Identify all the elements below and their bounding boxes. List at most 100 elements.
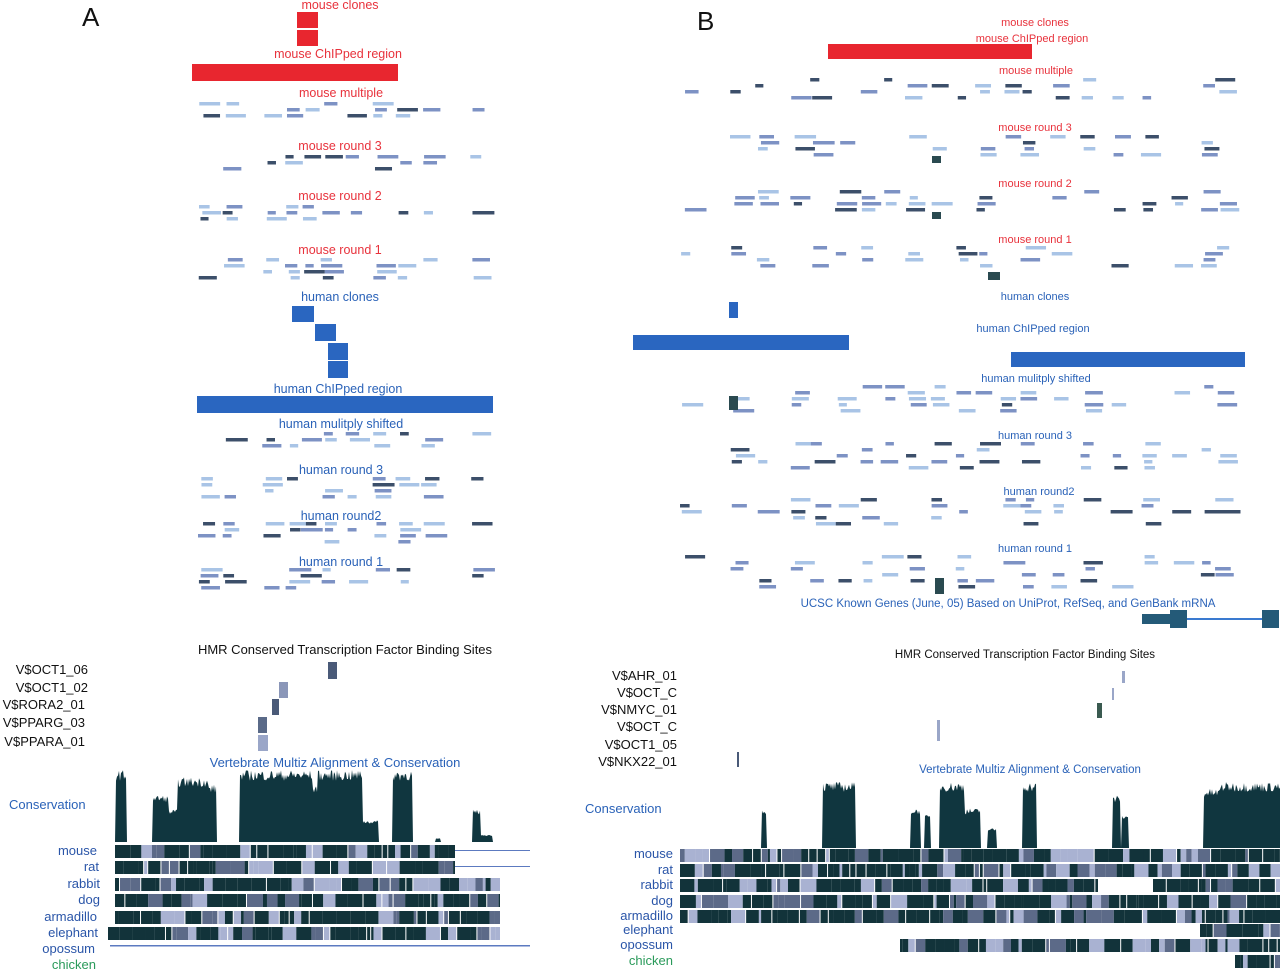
a-species-label: armadillo [44,909,97,924]
b-alignment-row [854,879,861,892]
a-alignment-row [460,911,467,924]
b-alignment-row [713,895,729,908]
a-hit-mark [347,114,367,118]
a-alignment-row [387,861,400,874]
b-hit-mark [1215,498,1234,502]
b-hit-mark [860,498,877,502]
b-alignment-row [1270,955,1274,968]
a-alignment-row [323,894,336,907]
b-hit-mark [1220,208,1240,212]
b-hit-mark [1025,246,1047,250]
a-hit-mark [321,580,336,584]
b-hit-mark [955,454,965,458]
b-hit-mark [791,510,806,514]
b-hit-mark [810,78,820,82]
b-alignment-row [695,849,703,862]
b-alignment-row [1094,864,1106,877]
a-alignment-row [301,911,309,924]
a-hit-mark [302,217,317,221]
b-alignment-row [1180,879,1189,892]
b-alignment-row [1225,879,1233,892]
b-alignment-row [829,849,836,862]
b-alignment-row [809,849,817,862]
b-alignment-row [1232,864,1238,877]
b-alignment-row [1235,955,1241,968]
b-alignment-row [1208,939,1218,952]
b-alignment-row [880,849,883,862]
b-alignment-row [983,849,993,862]
a-alignment-row [286,861,302,874]
a-hit-mark [224,264,245,268]
b-hit-mark [935,578,944,594]
b-hit-mark [1203,84,1215,88]
b-alignment-row [1134,864,1149,877]
a-hit-mark [399,483,420,487]
b-alignment-row [761,864,766,877]
a-species-label: rabbit [67,876,100,891]
b-alignment-row [1229,910,1240,923]
b-alignment-row [844,910,855,923]
a-alignment-row [348,861,357,874]
a-hit-mark [395,114,411,118]
b-alignment-row [965,864,974,877]
a-alignment-row [429,845,435,858]
b-alignment-row [983,879,987,892]
b-alignment-row [1014,895,1022,908]
b-alignment-row [1252,910,1266,923]
a-alignment-row [141,911,153,924]
a-hit-mark [374,534,387,538]
b-alignment-row [1157,864,1162,877]
b-alignment-row [1197,849,1211,862]
a-alignment-row [490,878,500,891]
b-hit-mark [1142,454,1157,458]
a-tfbs-site [258,735,268,751]
b-alignment-row [915,864,919,877]
a-alignment-row [388,894,393,907]
a-alignment-row [237,894,246,907]
a-alignment-row [152,845,157,858]
b-alignment-row [1066,895,1070,908]
b-hit-mark [1143,208,1154,212]
a-alignment-row [294,911,302,924]
b-alignment-row [1055,879,1068,892]
b-hit-mark [931,460,948,464]
a-alignment-row [148,861,161,874]
a-hit-mark [321,264,343,268]
b-hit-mark [957,96,967,100]
b-hit-mark [1023,522,1039,526]
b-hit-mark [931,498,943,502]
a-hit-mark [322,568,331,572]
a-alignment-row [399,878,406,891]
b-alignment-row [813,895,827,908]
b-alignment-row [718,910,728,923]
b-alignment-row [862,895,872,908]
b-human-chipped-region [1011,352,1245,367]
b-hit-mark [885,397,896,401]
a-hit-mark [300,574,322,578]
b-alignment-row [784,864,801,877]
a-alignment-row [453,861,455,874]
b-tf-label: V$OCT1_05 [604,737,677,752]
b-alignment-row [793,849,802,862]
a-alignment-row [466,911,478,924]
b-hit-mark [838,403,847,407]
b-alignment-row [1218,895,1231,908]
a-alignment-row [212,911,218,924]
a-hit-mark [373,432,387,436]
a-hit-mark [423,522,445,526]
b-hit-mark [975,84,992,88]
b-hit-mark [932,147,947,151]
b-alignment-row [1277,939,1280,952]
b-alignment-row [680,910,688,923]
b-alignment-row [1143,849,1150,862]
b-hit-mark [1022,585,1034,589]
b-hit-mark [735,397,750,401]
b-hit-mark [1217,391,1235,395]
b-alignment-row [1072,895,1087,908]
a-alignment-row [160,878,172,891]
b-alignment-row [1123,849,1130,862]
a-alignment-row [141,878,156,891]
b-alignment-row [1201,910,1205,923]
b-alignment-row [713,879,723,892]
a-alignment-row [288,878,292,891]
